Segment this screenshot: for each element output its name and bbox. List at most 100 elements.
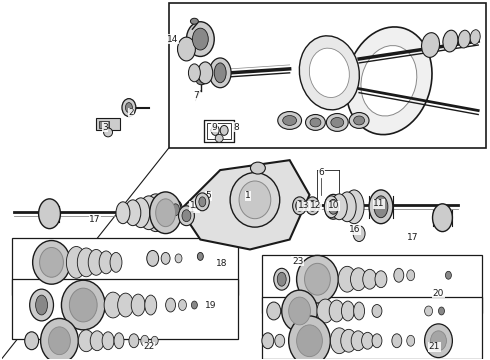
Ellipse shape [214, 63, 226, 83]
Ellipse shape [349, 113, 369, 129]
Ellipse shape [220, 125, 228, 135]
Text: 20: 20 [433, 289, 444, 298]
Text: 14: 14 [167, 35, 178, 44]
Ellipse shape [274, 268, 290, 290]
Ellipse shape [24, 332, 39, 350]
Ellipse shape [346, 27, 432, 135]
Text: 6: 6 [318, 167, 324, 176]
Ellipse shape [156, 199, 175, 227]
Ellipse shape [278, 112, 301, 129]
Ellipse shape [215, 134, 223, 142]
Ellipse shape [88, 249, 104, 275]
Ellipse shape [338, 266, 356, 292]
Ellipse shape [310, 118, 321, 127]
Ellipse shape [199, 197, 206, 207]
Ellipse shape [445, 271, 451, 279]
Ellipse shape [295, 201, 303, 211]
Ellipse shape [299, 36, 359, 110]
Ellipse shape [178, 300, 187, 310]
Ellipse shape [309, 201, 317, 211]
Ellipse shape [102, 332, 114, 350]
Text: 7: 7 [194, 91, 199, 100]
Ellipse shape [230, 172, 280, 227]
Text: 19: 19 [204, 301, 216, 310]
Ellipse shape [141, 335, 149, 346]
Ellipse shape [70, 288, 97, 322]
Ellipse shape [30, 289, 53, 321]
Ellipse shape [139, 196, 159, 230]
Ellipse shape [178, 206, 195, 226]
Ellipse shape [293, 197, 307, 215]
Ellipse shape [421, 33, 440, 57]
Text: 10: 10 [327, 201, 339, 210]
Ellipse shape [169, 200, 182, 220]
Ellipse shape [289, 316, 330, 360]
Ellipse shape [262, 333, 274, 349]
Ellipse shape [305, 264, 330, 295]
Ellipse shape [439, 307, 444, 315]
Text: 18: 18 [217, 259, 228, 268]
Ellipse shape [374, 196, 388, 218]
Ellipse shape [196, 193, 209, 211]
Ellipse shape [211, 125, 219, 135]
Ellipse shape [175, 254, 182, 263]
Ellipse shape [470, 30, 480, 45]
Ellipse shape [172, 204, 179, 216]
Text: 17: 17 [407, 233, 418, 242]
Ellipse shape [351, 331, 365, 351]
Ellipse shape [61, 280, 105, 330]
Ellipse shape [375, 271, 387, 288]
Ellipse shape [145, 295, 157, 315]
Ellipse shape [166, 298, 175, 312]
Ellipse shape [363, 269, 377, 289]
Ellipse shape [99, 251, 113, 274]
Ellipse shape [132, 198, 150, 228]
Bar [262, 297, 482, 359]
Ellipse shape [353, 226, 365, 242]
Text: 22: 22 [143, 342, 154, 351]
Ellipse shape [458, 30, 470, 48]
Ellipse shape [324, 194, 342, 219]
Ellipse shape [267, 302, 281, 320]
Ellipse shape [209, 58, 231, 88]
Ellipse shape [196, 77, 206, 85]
Text: 1: 1 [245, 192, 251, 201]
Ellipse shape [66, 247, 86, 278]
Bar [99, 121, 109, 129]
Ellipse shape [250, 162, 266, 174]
Ellipse shape [425, 324, 452, 357]
Ellipse shape [122, 99, 136, 117]
Ellipse shape [372, 334, 382, 348]
Ellipse shape [324, 196, 338, 218]
Ellipse shape [283, 116, 296, 125]
Ellipse shape [350, 268, 367, 291]
Ellipse shape [49, 327, 71, 355]
Text: 9: 9 [211, 123, 217, 132]
Ellipse shape [344, 190, 364, 224]
Ellipse shape [282, 290, 318, 332]
Ellipse shape [275, 334, 285, 347]
Polygon shape [180, 160, 310, 249]
Ellipse shape [331, 117, 343, 127]
Bar [207, 123, 231, 139]
Ellipse shape [354, 302, 365, 320]
Ellipse shape [145, 194, 167, 231]
Ellipse shape [78, 330, 94, 352]
Ellipse shape [41, 319, 78, 360]
Ellipse shape [151, 336, 158, 345]
Ellipse shape [150, 192, 181, 234]
Ellipse shape [326, 113, 348, 131]
Ellipse shape [116, 202, 130, 224]
Ellipse shape [192, 301, 197, 309]
Ellipse shape [103, 128, 113, 137]
Ellipse shape [36, 295, 48, 315]
Text: 2: 2 [128, 108, 134, 117]
Bar [12, 279, 238, 339]
Text: 3: 3 [102, 123, 108, 132]
Text: 5: 5 [205, 192, 211, 201]
Ellipse shape [328, 199, 338, 214]
Ellipse shape [329, 300, 344, 322]
Text: 23: 23 [292, 257, 303, 266]
Ellipse shape [341, 329, 357, 352]
Text: 8: 8 [233, 123, 239, 132]
